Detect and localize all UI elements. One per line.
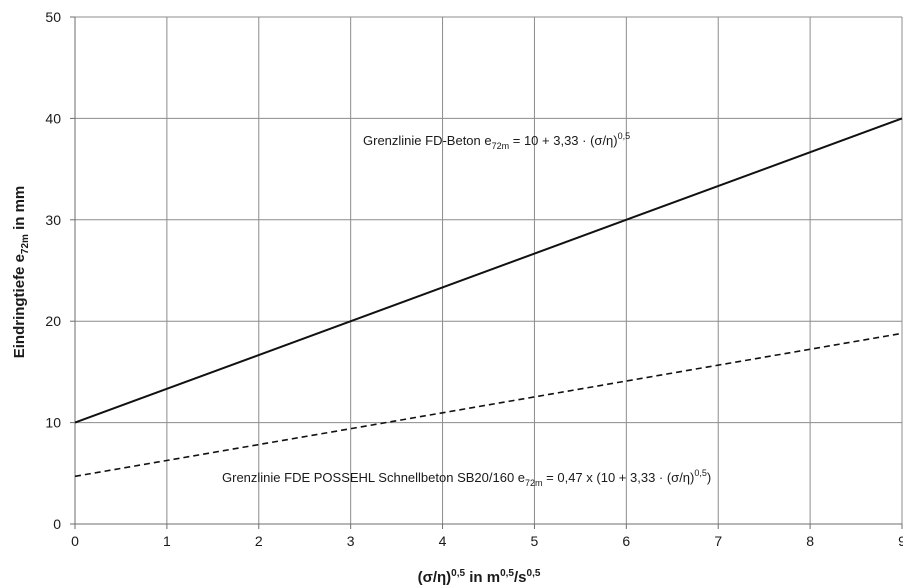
series-line-fd-beton	[74, 117, 903, 424]
x-axis-label: (σ/η)0,5 in m0,5/s0,5	[418, 568, 541, 586]
annotation-fd-beton: Grenzlinie FD-Beton e72m = 10 + 3,33 · (…	[363, 131, 630, 151]
x-tick-label: 6	[622, 533, 630, 549]
x-tick-label: 5	[531, 533, 539, 549]
x-tick-label: 4	[439, 533, 447, 549]
x-tick-label: 0	[71, 533, 79, 549]
y-tick-label: 40	[45, 110, 61, 126]
y-tick-label: 0	[53, 516, 61, 532]
y-tick-label: 10	[45, 415, 61, 431]
x-tick-label: 7	[714, 533, 722, 549]
grid	[75, 16, 903, 524]
series	[74, 117, 903, 478]
x-tick-label: 8	[806, 533, 814, 549]
x-tick-label: 2	[255, 533, 263, 549]
x-tick-label: 3	[347, 533, 355, 549]
tick-labels: 0 1 2 3 4 5 6 7 8 9 0 10 20 30 40 50	[45, 9, 903, 549]
y-tick-label: 30	[45, 212, 61, 228]
annotation-possehl-sb20: Grenzlinie FDE POSSEHL Schnellbeton SB20…	[222, 468, 711, 488]
y-tick-label: 20	[45, 313, 61, 329]
axes	[70, 16, 903, 529]
x-tick-label: 1	[163, 533, 171, 549]
y-tick-label: 50	[45, 9, 61, 25]
y-axis-label: Eindringtiefe e72m in mm	[11, 186, 31, 359]
x-tick-label: 9	[898, 533, 903, 549]
